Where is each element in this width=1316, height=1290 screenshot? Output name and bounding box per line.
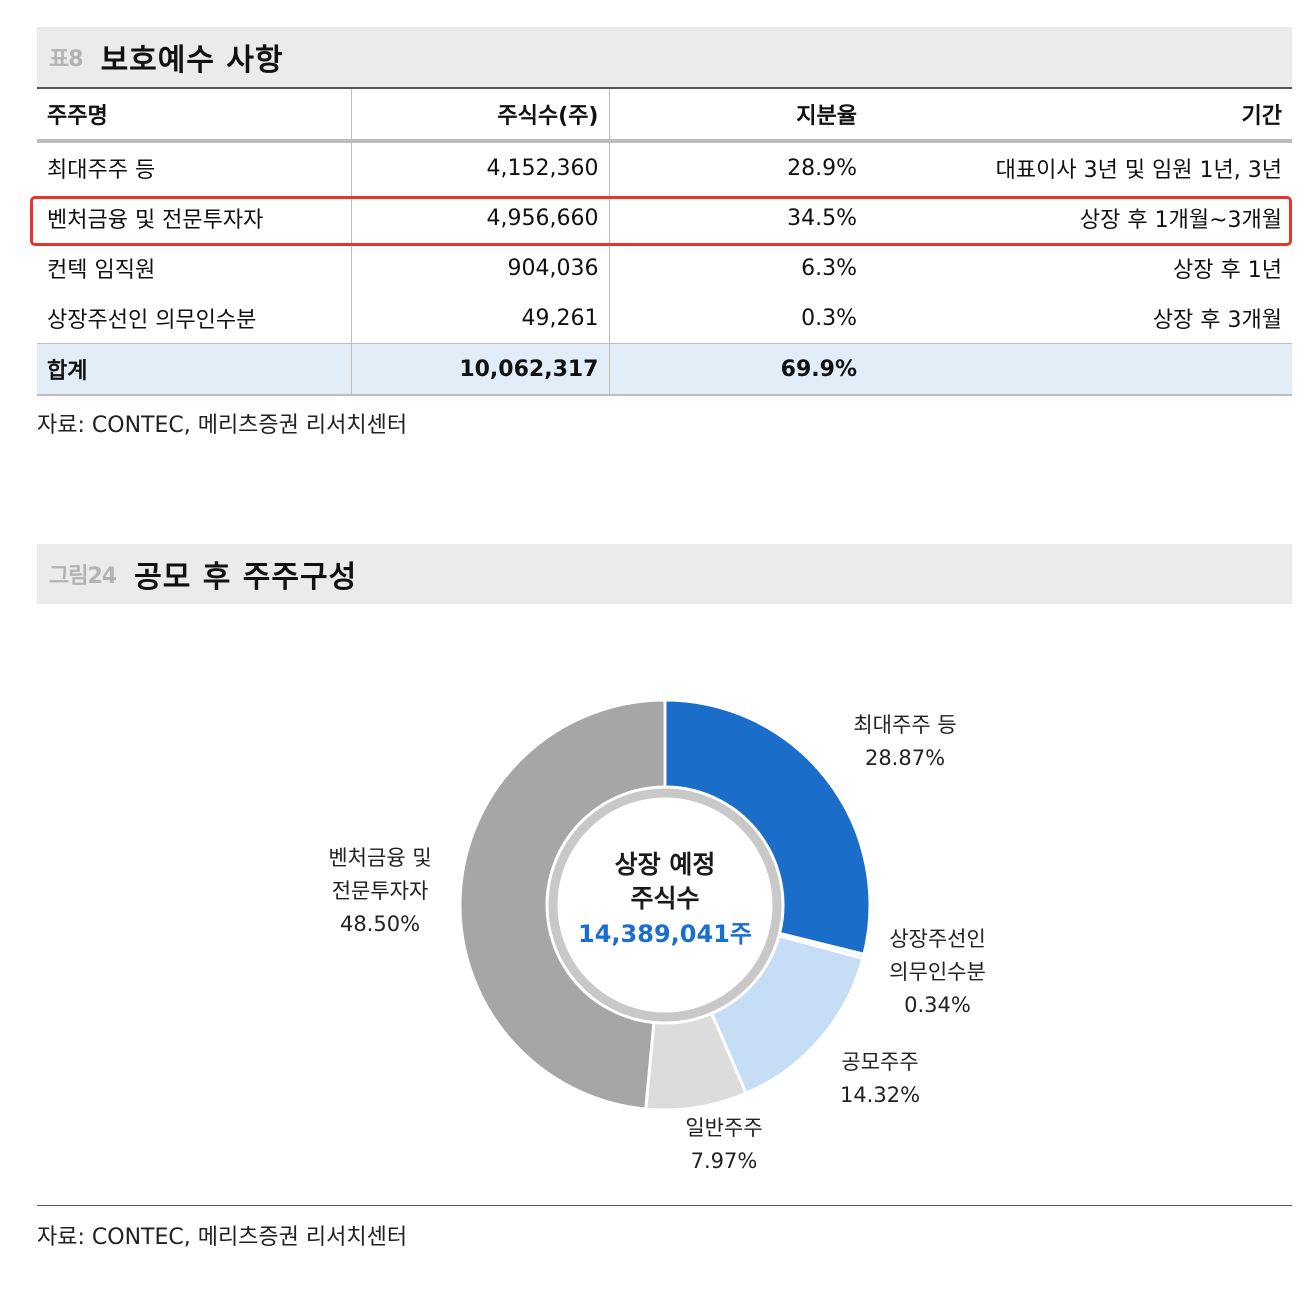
cell-period: 상장 후 3개월 <box>1152 308 1282 333</box>
slice-label-general: 일반주주 7.97% <box>659 1112 789 1178</box>
center-text-1: 상장 예정 <box>614 850 716 879</box>
donut-slice-0 <box>663 698 872 957</box>
slice-label-text: 전문투자자 <box>331 879 429 903</box>
table-section-header: 표8 보호예수 사항 <box>37 27 1292 87</box>
slice-label-largest-shareholder: 최대주주 등 28.87% <box>820 709 990 775</box>
donut-chart-svg <box>458 698 872 1112</box>
slice-label-text: 최대주주 등 <box>853 713 957 737</box>
chart-section-header: 그림24 공모 후 주주구성 <box>37 544 1292 604</box>
cell-ratio: 28.9% <box>787 155 857 181</box>
cell-ratio: 6.3% <box>801 255 857 281</box>
chart-title: 공모 후 주주구성 <box>134 560 358 595</box>
cell-shares: 4,152,360 <box>351 141 610 193</box>
slice-label-text: 공모주주 <box>841 1050 919 1074</box>
table-row: 최대주주 등 4,152,360 28.9% 대표이사 3년 및 임원 1년, … <box>37 141 1292 193</box>
cell-total-ratio: 69.9% <box>609 343 867 396</box>
table-row: 벤처금융 및 전문투자자 4,956,660 34.5% 상장 후 1개월~3개… <box>37 193 1292 243</box>
bottom-divider <box>37 1205 1292 1206</box>
slice-label-venture: 벤처금융 및 전문투자자 48.50% <box>305 842 455 941</box>
slice-label-text: 일반주주 <box>685 1116 763 1140</box>
slice-label-ipo: 공모주주 14.32% <box>815 1046 945 1112</box>
cell-period: 상장 후 1년 <box>1173 258 1282 283</box>
table-row: 상장주선인 의무인수분 49,261 0.3% 상장 후 3개월 <box>37 293 1292 344</box>
slice-label-value: 0.34% <box>904 993 971 1017</box>
table-title: 보호예수 사항 <box>100 43 284 78</box>
cell-period: 대표이사 3년 및 임원 1년, 3년 <box>995 158 1282 183</box>
slice-label-text: 벤처금융 및 <box>328 846 432 870</box>
slice-label-value: 7.97% <box>690 1149 758 1173</box>
chart-source: 자료: CONTEC, 메리츠증권 리서치센터 <box>37 1225 408 1250</box>
center-text-2: 주식수 <box>630 884 700 913</box>
cell-shares: 49,261 <box>351 293 610 344</box>
table-tag: 표8 <box>49 47 84 72</box>
col-header-shares: 주식수(주) <box>351 87 610 143</box>
col-header-name: 주주명 <box>37 87 352 143</box>
table-header-row: 주주명 주식수(주) 지분율 기간 <box>37 87 1292 143</box>
donut-slice-4 <box>458 698 667 1111</box>
slice-label-value: 28.87% <box>864 746 946 770</box>
cell-name: 최대주주 등 <box>37 141 352 193</box>
table-source: 자료: CONTEC, 메리츠증권 리서치센터 <box>37 413 408 438</box>
cell-total-shares: 10,062,317 <box>351 343 610 396</box>
table-row: 컨텍 임직원 904,036 6.3% 상장 후 1년 <box>37 243 1292 293</box>
cell-shares: 4,956,660 <box>351 193 610 243</box>
lockup-table: 주주명 주식수(주) 지분율 기간 최대주주 등 4,152,360 28.9%… <box>37 87 1292 396</box>
slice-label-text: 상장주선인 <box>889 927 986 951</box>
cell-ratio: 34.5% <box>787 205 857 231</box>
cell-name: 컨텍 임직원 <box>37 243 352 293</box>
col-header-period: 기간 <box>867 87 1292 143</box>
slice-label-underwriter: 상장주선인 의무인수분 0.34% <box>865 923 1010 1022</box>
donut-inner-ring <box>548 788 782 1022</box>
slice-label-value: 14.32% <box>839 1083 921 1107</box>
row-highlight-box <box>30 196 1292 246</box>
cell-name: 상장주선인 의무인수분 <box>37 293 352 344</box>
donut-chart: 상장 예정 주식수 14,389,041주 최대주주 등 28.87% 상장주선… <box>0 640 1316 1200</box>
slice-label-text: 의무인수분 <box>889 960 986 984</box>
cell-period: 상장 후 1개월~3개월 <box>1079 208 1282 233</box>
cell-name: 벤처금융 및 전문투자자 <box>37 193 352 243</box>
cell-shares: 904,036 <box>351 243 610 293</box>
center-value: 14,389,041주 <box>578 920 752 948</box>
cell-ratio: 0.3% <box>801 305 857 331</box>
col-header-ratio: 지분율 <box>609 87 867 143</box>
cell-total-period <box>867 343 1292 396</box>
cell-total-name: 합계 <box>37 343 352 396</box>
table-total-row: 합계 10,062,317 69.9% <box>37 343 1292 396</box>
chart-tag: 그림24 <box>49 564 117 589</box>
slice-label-value: 48.50% <box>339 912 421 936</box>
donut-center: 상장 예정 주식수 14,389,041주 <box>565 848 765 952</box>
